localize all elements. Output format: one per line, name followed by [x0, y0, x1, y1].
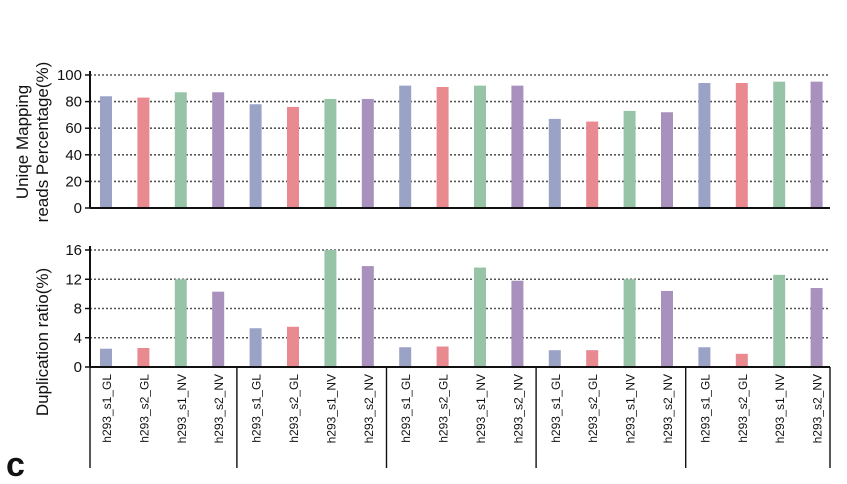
x-tick-label: h293_s1_NV	[175, 374, 189, 443]
bar	[586, 121, 599, 208]
bar	[474, 267, 486, 367]
bar	[474, 85, 486, 208]
bar	[810, 288, 823, 367]
x-tick-label: h293_s2_NV	[212, 374, 226, 443]
bar	[810, 81, 823, 208]
x-tick-label: h293_s1_NV	[474, 374, 488, 443]
bar	[623, 279, 636, 367]
bar	[212, 92, 225, 208]
y-tick-label: 4	[74, 330, 82, 347]
bar	[137, 347, 150, 367]
y-tick-label: 40	[65, 147, 82, 164]
bar	[698, 347, 711, 367]
panel-letter: c	[6, 446, 25, 484]
bar	[586, 350, 599, 367]
y-axis-label: Uniqe Mapping	[13, 85, 32, 199]
x-tick-label: h293_s2_GL	[437, 374, 451, 443]
bar	[361, 266, 374, 367]
x-tick-label: h293_s1_NV	[624, 374, 638, 443]
x-tick-label: h293_s1_GL	[698, 374, 712, 443]
bar	[661, 290, 673, 367]
bar	[324, 250, 337, 367]
bar	[399, 347, 412, 367]
y-tick-label: 60	[65, 120, 82, 137]
x-tick-label: h293_s2_GL	[287, 374, 301, 443]
bar	[137, 97, 150, 208]
bar	[287, 106, 299, 208]
x-tick-label: h293_s2_NV	[362, 374, 376, 443]
bar	[212, 291, 225, 367]
bar	[548, 350, 561, 367]
y-tick-label: 0	[74, 200, 82, 217]
y-tick-label: 0	[74, 359, 82, 376]
bar	[436, 86, 449, 208]
x-tick-label: h293_s2_GL	[586, 374, 600, 443]
bar	[511, 85, 524, 208]
x-tick-label: h293_s2_NV	[511, 374, 525, 443]
bar	[735, 353, 748, 367]
bar	[399, 85, 412, 208]
bar	[100, 348, 112, 367]
y-axis-label: Duplication ratio(%)	[33, 268, 52, 416]
x-tick-label: h293_s1_GL	[100, 374, 114, 443]
x-tick-label: h293_s2_NV	[811, 374, 825, 443]
bar	[661, 112, 673, 208]
bar	[548, 118, 561, 208]
y-tick-label: 20	[65, 173, 82, 190]
x-tick-label: h293_s1_GL	[549, 374, 563, 443]
bar	[249, 328, 262, 367]
bar	[100, 96, 112, 208]
bar	[324, 98, 337, 208]
mapping-percentage-chart: 0 20 40 60 80 100 Uniqe Mapping reads Percentag…	[13, 62, 830, 223]
x-axis-labels: h293_s1_GL h293_s2_GL h293_s1_NV h293_s2_NV…	[89, 367, 831, 468]
bar	[436, 346, 449, 367]
bar	[511, 280, 524, 367]
x-tick-label: h293_s2_GL	[137, 374, 151, 443]
bar	[735, 82, 748, 208]
y-tick-label: 12	[65, 271, 82, 288]
y-tick-label: 80	[65, 94, 82, 111]
x-tick-label: h293_s2_GL	[736, 374, 750, 443]
x-tick-label: h293_s1_GL	[399, 374, 413, 443]
y-axis-label: reads Percentage(%)	[33, 62, 52, 223]
bar	[174, 279, 187, 367]
bar	[249, 104, 262, 208]
x-tick-label: h293_s1_NV	[773, 374, 787, 443]
y-tick-label: 8	[74, 301, 82, 318]
x-tick-label: h293_s1_NV	[324, 374, 338, 443]
bar	[623, 110, 636, 208]
x-tick-label: h293_s2_NV	[661, 374, 675, 443]
bar	[174, 92, 187, 208]
bar	[698, 82, 711, 208]
bar	[773, 81, 786, 208]
bar	[361, 98, 374, 208]
y-tick-label: 16	[65, 242, 82, 259]
bar	[287, 326, 299, 367]
y-tick-label: 100	[57, 67, 82, 84]
x-tick-label: h293_s1_GL	[250, 374, 264, 443]
bar	[773, 274, 786, 367]
duplication-ratio-chart: 0 4 8 12 16 Duplication ratio(%)	[33, 242, 830, 416]
